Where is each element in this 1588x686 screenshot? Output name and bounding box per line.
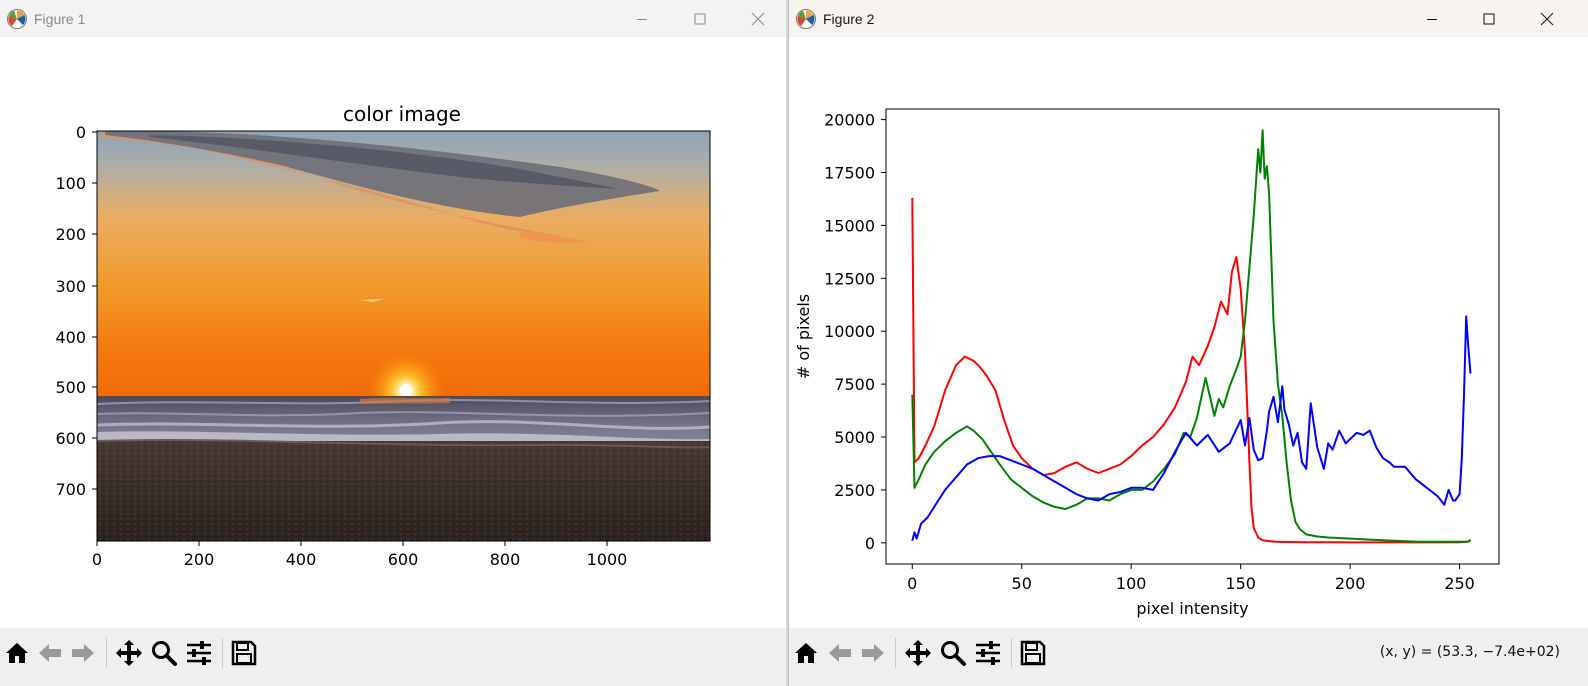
x-tick-label: 1000 — [587, 550, 628, 569]
home-icon — [6, 643, 28, 663]
pan-button[interactable] — [114, 638, 144, 668]
y-tick-label: 400 — [55, 328, 86, 347]
back-arrow-icon — [39, 644, 61, 662]
axes-title: color image — [343, 102, 461, 126]
forward-button[interactable] — [858, 638, 888, 668]
save-button[interactable] — [229, 638, 259, 668]
maximize-icon — [1483, 13, 1495, 24]
window-title: Figure 1 — [34, 10, 86, 27]
toolbar-separator — [895, 638, 896, 668]
cursor-coordinate-readout: (x, y) = (53.3, −7.4e+02) — [1379, 644, 1560, 660]
home-button[interactable] — [791, 638, 821, 668]
minimize-button[interactable] — [1409, 0, 1455, 37]
configure-subplots-button[interactable] — [973, 638, 1003, 668]
maximize-icon — [694, 13, 706, 24]
y-axis-label: # of pixels — [794, 294, 813, 379]
figure-1-titlebar[interactable]: Figure 1 — [0, 0, 786, 37]
plot-axes-frame — [885, 108, 1500, 565]
close-icon — [1540, 12, 1554, 25]
matplotlib-app-icon — [796, 8, 816, 29]
y-tick-label: 300 — [55, 277, 86, 296]
figure-1-window: Figure 1 — [0, 0, 786, 686]
x-tick-label: 250 — [1444, 574, 1475, 593]
home-button[interactable] — [2, 638, 32, 668]
x-tick-label: 800 — [490, 550, 521, 569]
back-button[interactable] — [35, 638, 65, 668]
close-icon — [751, 12, 765, 25]
save-icon — [1020, 640, 1046, 666]
figure-2-window: Figure 2 0 50 100 150 200 250 0 2500 5000 7500 100… — [788, 0, 1588, 686]
close-button[interactable] — [1524, 0, 1570, 37]
y-tick-label: 10000 — [824, 322, 875, 341]
y-tick-label: 5000 — [834, 428, 875, 447]
forward-arrow-icon — [72, 644, 94, 662]
histogram-chart: 0 50 100 150 200 2500250050007500100001250015… — [794, 108, 1500, 618]
close-button[interactable] — [735, 0, 781, 37]
back-button[interactable] — [825, 638, 855, 668]
y-tick-label: 100 — [55, 174, 86, 193]
pan-icon — [905, 640, 931, 666]
x-tick-label: 600 — [388, 550, 419, 569]
y-tick-label: 12500 — [824, 269, 875, 288]
green-channel-line — [911, 129, 1471, 543]
red-channel-line — [911, 197, 1472, 544]
save-button[interactable] — [1018, 638, 1048, 668]
minimize-icon — [1427, 18, 1437, 20]
y-tick-label: 20000 — [824, 111, 875, 130]
window-title: Figure 2 — [823, 10, 875, 27]
home-icon — [795, 643, 817, 663]
forward-button[interactable] — [68, 638, 98, 668]
x-tick-label: 400 — [286, 550, 317, 569]
zoom-icon — [941, 641, 966, 666]
pan-icon — [116, 640, 142, 666]
x-tick-label: 0 — [907, 574, 917, 593]
configure-subplots-button[interactable] — [184, 638, 214, 668]
maximize-button[interactable] — [677, 0, 723, 37]
y-tick-label: 7500 — [834, 375, 875, 394]
x-tick-label: 200 — [1335, 574, 1366, 593]
minimize-icon — [637, 18, 647, 20]
x-tick-label: 150 — [1225, 574, 1256, 593]
x-tick-label: 50 — [1012, 574, 1032, 593]
color-image — [97, 131, 710, 541]
x-axis: 0 200 400 600 800 1000 — [92, 541, 627, 569]
y-tick-label: 200 — [55, 225, 86, 244]
y-tick-label: 17500 — [824, 163, 875, 182]
toolbar-separator — [106, 638, 107, 668]
blue-channel-line — [911, 315, 1472, 541]
y-tick-label: 700 — [55, 480, 86, 499]
y-tick-label: 500 — [55, 378, 86, 397]
y-tick-label: 600 — [55, 429, 86, 448]
minimize-button[interactable] — [619, 0, 665, 37]
forward-arrow-icon — [862, 644, 884, 662]
zoom-button[interactable] — [938, 638, 968, 668]
y-tick-label: 0 — [76, 123, 86, 142]
matplotlib-app-icon — [7, 8, 27, 29]
y-axis: 0 100 200 300 400 500 600 700 — [55, 123, 97, 499]
back-arrow-icon — [829, 644, 851, 662]
x-axis-label: pixel intensity — [1136, 599, 1248, 618]
pan-button[interactable] — [903, 638, 933, 668]
configure-subplots-icon — [976, 641, 1000, 665]
toolbar-separator — [1011, 638, 1012, 668]
maximize-button[interactable] — [1466, 0, 1512, 37]
navigation-toolbar — [0, 628, 786, 686]
y-tick-label: 2500 — [834, 481, 875, 500]
navigation-toolbar: (x, y) = (53.3, −7.4e+02) — [789, 628, 1588, 686]
x-tick-label: 200 — [184, 550, 215, 569]
configure-subplots-icon — [187, 641, 211, 665]
save-icon — [231, 640, 257, 666]
toolbar-separator — [222, 638, 223, 668]
figure-2-titlebar[interactable]: Figure 2 — [789, 0, 1588, 37]
y-tick-label: 0 — [865, 534, 875, 553]
x-tick-label: 0 — [92, 550, 102, 569]
y-tick-label: 15000 — [824, 216, 875, 235]
zoom-button[interactable] — [149, 638, 179, 668]
zoom-icon — [152, 641, 177, 666]
figure-1-canvas: color image 0 200 400 600 800 1000 0 100… — [55, 102, 711, 569]
x-tick-label: 100 — [1116, 574, 1147, 593]
